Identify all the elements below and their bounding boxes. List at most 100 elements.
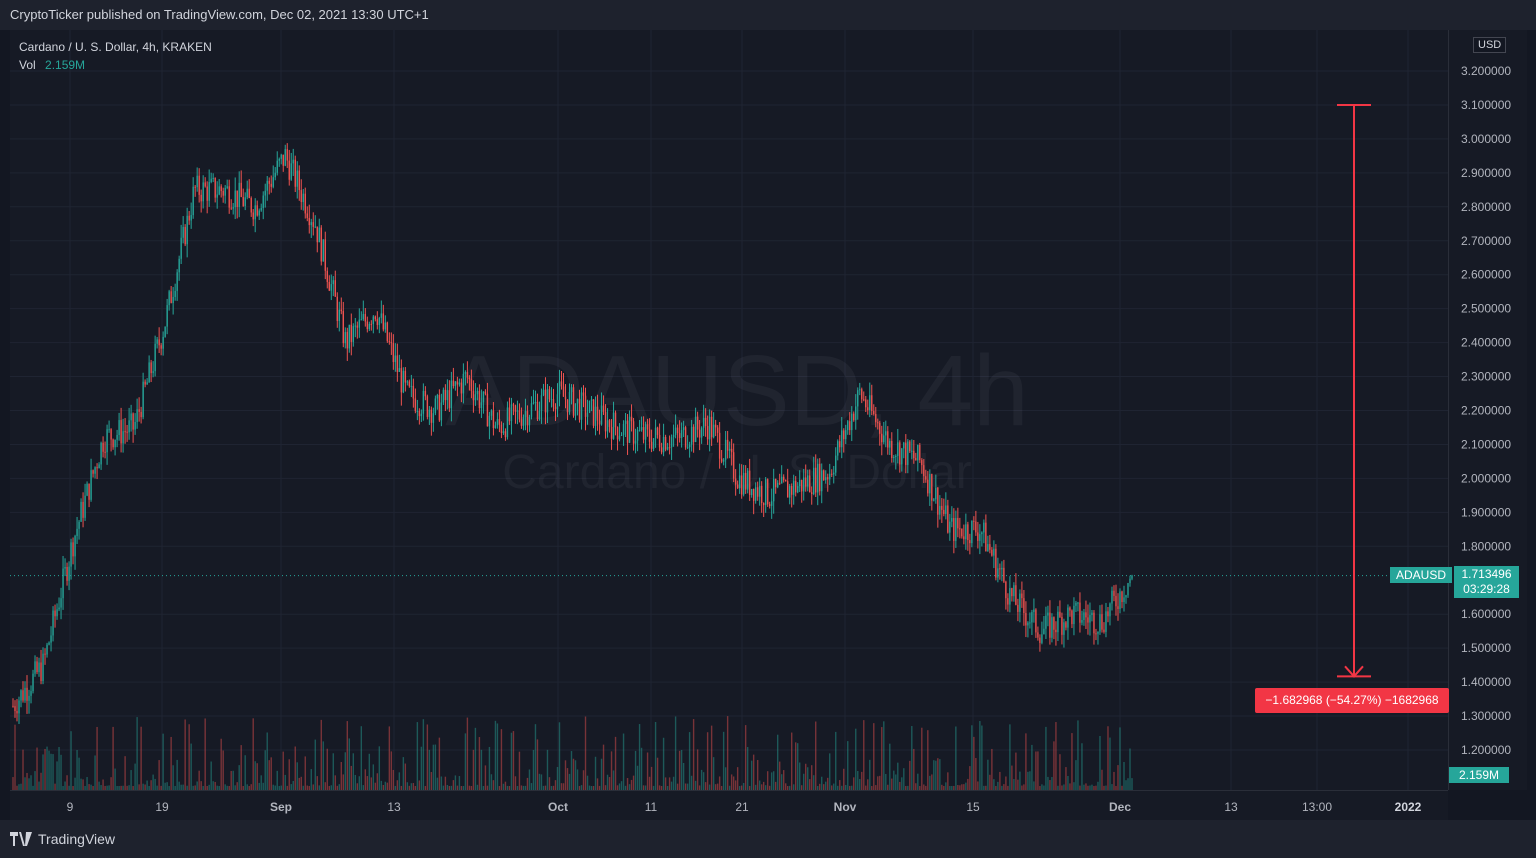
volume-bar [98,781,100,790]
candle-body [855,406,857,421]
volume-bar [44,748,46,790]
volume-bar [909,760,911,790]
candle-body [917,444,919,461]
volume-bar [158,760,160,790]
volume-bar [162,733,164,790]
candle-body [1081,620,1083,623]
candle-body [446,390,449,401]
volume-bar [324,782,326,790]
candle-body [280,154,282,159]
candle-body [959,528,961,530]
candle-body [1069,607,1071,611]
volume-bar [280,785,282,790]
volume-bar [424,785,427,790]
time-scale[interactable]: 9 19 Sep 13 Oct 11 21 Nov 15 Dec 13 13:00 2022 [10,790,1448,821]
candle-body [454,381,457,387]
volume-bar [600,758,603,790]
candle-body [588,400,591,413]
candle-body [392,343,395,362]
volume-bar [1123,762,1125,790]
volume-bar [744,725,747,790]
candle-body [614,412,617,428]
candle-body [724,439,727,460]
volume-bar [885,773,887,790]
candle-body [518,410,521,420]
volume-bar [1033,781,1035,790]
volume-bar [334,775,336,790]
volume-bar [772,771,775,790]
volume-bar [422,719,425,790]
volume-bar [831,785,833,790]
candle-body [86,483,88,496]
candle-body [1063,622,1065,635]
volume-bar [764,785,767,790]
candle-body [84,495,86,518]
candle-body [935,487,937,500]
volume-bar [322,741,324,790]
candle-body [78,521,80,529]
candle-body [600,405,603,425]
volume-bar [688,732,691,790]
volume-bar [718,776,721,790]
volume-bar [1107,726,1109,790]
volume-bar [370,777,373,790]
volume-bar [232,770,234,790]
candle-body [933,499,935,501]
volume-bar [782,770,785,790]
volume-bar [200,781,202,790]
candle-body [1077,602,1079,604]
volume-bar [1047,776,1049,790]
volume-bar [368,753,371,790]
volume-bar [981,725,983,790]
price-scale[interactable]: 3.200000 3.100000 3.000000 2.900000 2.800000… [1448,30,1527,790]
volume-bar [714,784,717,790]
volume-bar [857,771,859,790]
candle-body [628,416,631,443]
candle-body [853,413,855,421]
candle-body [522,417,525,426]
volume-bar [152,774,154,790]
candle-body [442,389,445,403]
volume-bar [166,782,168,790]
candle-body [780,476,783,484]
candle-body [398,368,401,372]
candle-body [983,522,985,533]
candle-body [146,382,148,385]
candle-body [923,465,925,477]
volume-bar [282,751,284,790]
candle-body [266,180,268,191]
candle-body [466,372,469,378]
candle-body [660,447,663,453]
chart-pane[interactable]: ADAUSD, 4h Cardano / U. S. Dollar [10,30,1448,790]
volume-bar [588,785,591,790]
candle-body [722,459,725,462]
measure-result-label[interactable]: −1.682968 (−54.27%) −1682968 [1255,688,1449,713]
volume-bar [628,784,631,790]
candle-body [977,532,979,541]
volume-group [12,716,1133,790]
candle-body [772,478,775,502]
candle-body [658,434,661,448]
volume-bar [276,770,278,790]
volume-bar [776,734,779,790]
candle-body [330,284,332,291]
candle-body [400,368,403,393]
candle-body [1091,612,1093,616]
volume-bar [448,785,451,790]
volume-bar [1045,726,1047,790]
volume-bar [484,765,487,790]
volume-bar [534,724,537,790]
publish-text: CryptoTicker published on TradingView.co… [10,7,429,22]
currency-badge[interactable]: USD [1473,37,1507,53]
volume-bar [54,783,56,790]
candle-body [801,479,803,492]
candle-body [248,188,250,199]
candle-body [376,319,379,325]
candle-body [182,226,184,238]
volume-price-tag: 2.159M [1449,767,1509,783]
candle-body [622,423,625,435]
volume-bar [196,781,198,790]
candle-body [272,177,274,187]
candle-body [865,399,867,408]
